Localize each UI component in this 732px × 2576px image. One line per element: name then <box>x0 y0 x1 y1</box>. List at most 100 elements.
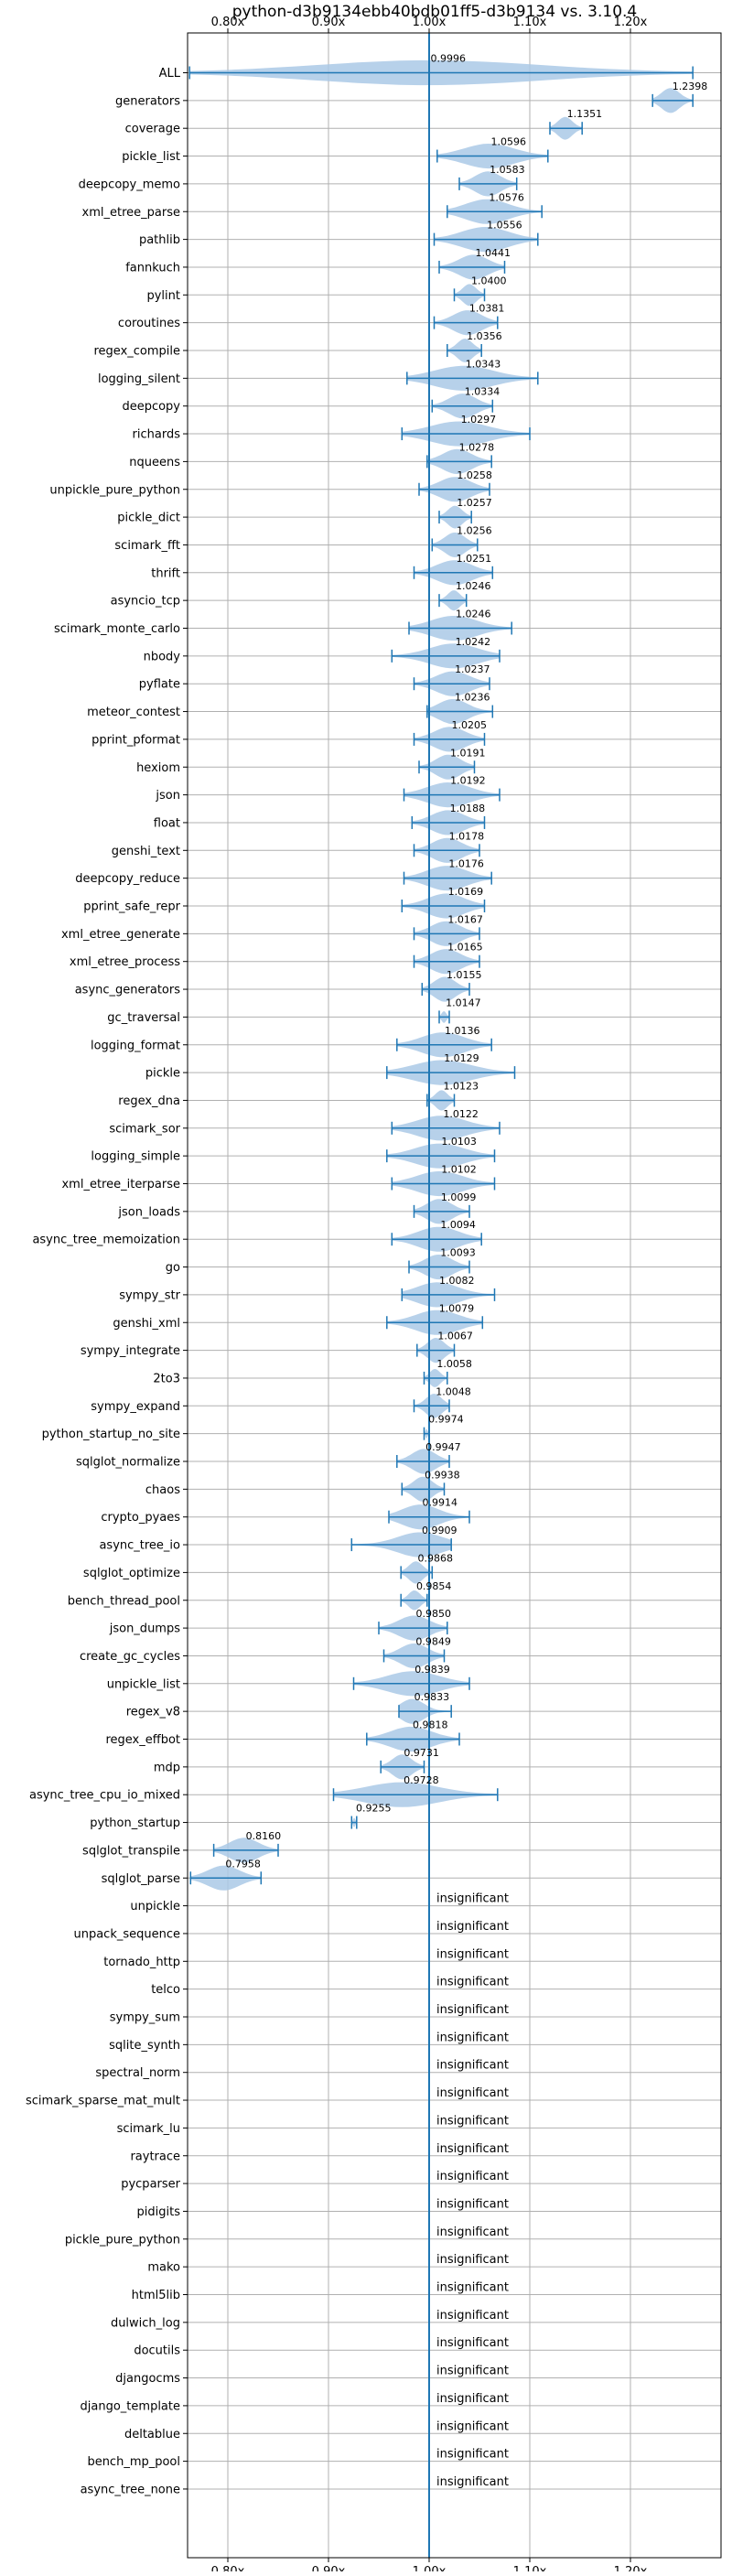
benchmark-label: sqlglot_normalize <box>76 1456 180 1470</box>
value-label: 1.0242 <box>456 636 491 648</box>
value-label: 1.0079 <box>439 1302 475 1314</box>
benchmark-label: dulwich_log <box>111 2316 180 2330</box>
insignificant-label: insignificant <box>436 1976 509 1989</box>
benchmark-label: pyflate <box>139 678 180 692</box>
value-label: 1.0237 <box>455 663 490 675</box>
x-tick-label-top: 1.10x <box>513 16 547 29</box>
benchmark-label: json_dumps <box>109 1622 180 1636</box>
value-label: 0.9909 <box>422 1525 458 1536</box>
value-label: 1.0191 <box>450 747 486 759</box>
value-label: 1.0278 <box>459 441 494 453</box>
benchmark-label: sympy_str <box>119 1288 180 1302</box>
benchmark-label: create_gc_cycles <box>80 1650 180 1664</box>
benchmark-label: regex_compile <box>93 345 180 359</box>
value-label: 0.8160 <box>246 1830 282 1842</box>
value-label: 1.0596 <box>491 136 527 148</box>
benchmark-label: json <box>155 789 180 803</box>
value-label: 1.0136 <box>445 1025 479 1037</box>
benchmark-label: sympy_integrate <box>81 1344 180 1358</box>
benchmark-label: async_tree_io <box>99 1539 180 1553</box>
x-tick-label-top: 0.80x <box>211 16 245 29</box>
benchmark-label: coverage <box>125 123 180 136</box>
x-tick-label-bottom: 1.00x <box>413 2565 447 2571</box>
benchmark-label: hexiom <box>136 761 180 775</box>
benchmark-label: thrift <box>151 566 180 580</box>
benchmark-label: nbody <box>144 650 181 663</box>
value-label: 1.0251 <box>457 553 492 565</box>
benchmark-label: async_tree_memoization <box>32 1234 180 1247</box>
benchmark-label: fannkuch <box>125 261 180 275</box>
insignificant-label: insignificant <box>436 2059 509 2073</box>
insignificant-label: insignificant <box>436 2086 509 2100</box>
insignificant-label: insignificant <box>436 2142 509 2156</box>
x-tick-label-top: 1.00x <box>413 16 447 29</box>
benchmark-label: xml_etree_parse <box>82 206 180 220</box>
benchmark-label: spectral_norm <box>95 2066 180 2080</box>
benchmark-label: scimark_sor <box>109 1122 180 1136</box>
value-label: 1.0381 <box>469 303 505 315</box>
benchmark-label: xml_etree_iterparse <box>61 1178 180 1191</box>
value-label: 0.9854 <box>416 1580 452 1592</box>
value-label: 1.0082 <box>439 1275 475 1287</box>
benchmark-label: logging_simple <box>91 1150 180 1164</box>
value-label: 1.0192 <box>450 775 486 787</box>
value-label: 1.0155 <box>447 969 482 981</box>
value-label: 1.0093 <box>440 1247 475 1259</box>
benchmark-label: telco <box>151 1983 180 1997</box>
benchmark-label: pickle <box>145 1067 180 1081</box>
benchmark-label: logging_silent <box>98 372 180 386</box>
value-label: 1.0556 <box>487 220 522 232</box>
benchmark-label: pickle_list <box>122 150 180 164</box>
value-label: 1.0441 <box>476 247 511 259</box>
value-label: 1.0169 <box>448 886 483 898</box>
insignificant-label: insignificant <box>436 2475 509 2489</box>
benchmark-label: chaos <box>145 1483 180 1497</box>
x-tick-label-top: 1.20x <box>614 16 648 29</box>
insignificant-label: insignificant <box>436 2253 509 2267</box>
benchmark-label: async_tree_none <box>81 2483 180 2496</box>
value-label: 1.0297 <box>461 414 497 426</box>
benchmark-label: deltablue <box>124 2428 180 2441</box>
value-label: 1.0343 <box>466 358 501 370</box>
benchmark-label: sympy_expand <box>91 1400 180 1414</box>
benchmark-label: python_startup_no_site <box>42 1428 180 1441</box>
benchmark-label: generators <box>115 94 180 108</box>
benchmark-label: pidigits <box>137 2205 181 2219</box>
benchmark-label: regex_effbot <box>105 1733 180 1747</box>
benchmark-label: scimark_sparse_mat_mult <box>26 2095 180 2108</box>
insignificant-label: insignificant <box>436 2392 509 2406</box>
value-label: 0.9850 <box>416 1608 452 1620</box>
insignificant-label: insignificant <box>436 2420 509 2433</box>
value-label: 1.0099 <box>441 1191 477 1203</box>
value-label: 0.9947 <box>425 1441 461 1453</box>
value-label: 1.0167 <box>447 913 483 925</box>
benchmark-label: sqlglot_optimize <box>83 1567 180 1580</box>
insignificant-label: insignificant <box>436 2365 509 2378</box>
value-label: 0.9868 <box>417 1552 453 1564</box>
insignificant-label: insignificant <box>436 2336 509 2350</box>
benchmark-label: unpack_sequence <box>73 1927 180 1941</box>
benchmark-label: ALL <box>159 67 181 81</box>
insignificant-label: insignificant <box>436 1920 509 1934</box>
benchmark-label: unpickle_pure_python <box>49 483 180 497</box>
value-label: 0.9996 <box>431 53 467 65</box>
benchmark-label: deepcopy_reduce <box>75 872 180 886</box>
value-label: 1.0258 <box>457 469 492 481</box>
benchmark-label: scimark_fft <box>114 539 180 553</box>
benchmark-label: django_template <box>81 2399 180 2413</box>
x-tick-label-top: 0.90x <box>312 16 346 29</box>
value-label: 1.0178 <box>449 830 484 842</box>
value-label: 1.0257 <box>457 497 492 509</box>
benchmark-label: pickle_dict <box>117 512 180 525</box>
benchmark-label: scimark_lu <box>117 2122 180 2136</box>
benchmark-label: float <box>154 816 180 830</box>
x-tick-label-bottom: 1.10x <box>513 2565 547 2571</box>
value-label: 1.0400 <box>471 275 507 286</box>
benchmark-label: pycparser <box>121 2178 180 2192</box>
value-label: 1.0123 <box>444 1080 479 1092</box>
benchmark-label: async_generators <box>75 984 181 997</box>
value-label: 0.9974 <box>428 1414 464 1426</box>
value-label: 1.0356 <box>467 330 502 342</box>
benchmark-label: unpickle_list <box>107 1677 180 1691</box>
value-label: 1.0147 <box>446 997 481 1008</box>
